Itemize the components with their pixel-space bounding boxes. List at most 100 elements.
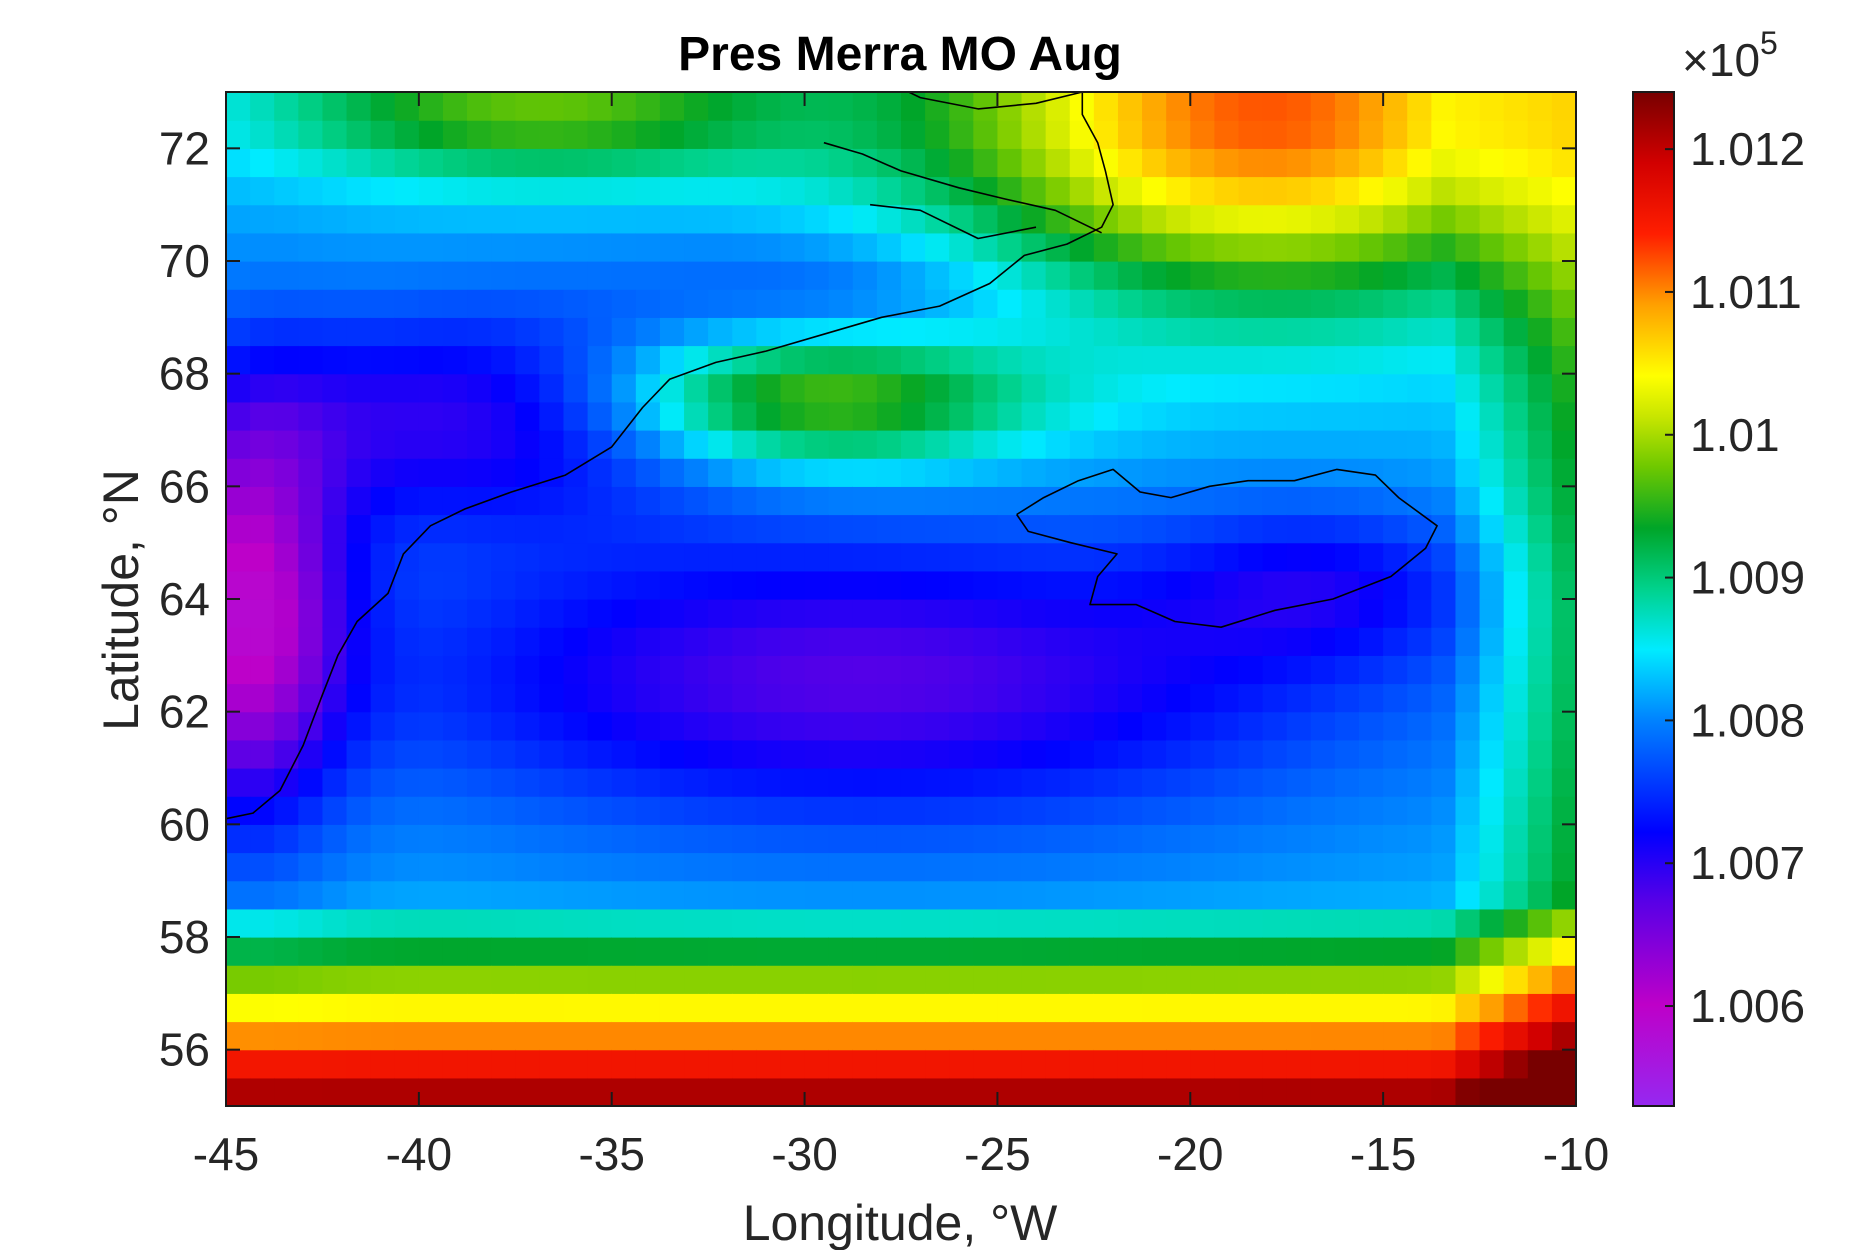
heatmap-cell bbox=[1527, 430, 1553, 459]
heatmap-cell bbox=[1431, 1021, 1457, 1051]
heatmap-cell bbox=[901, 401, 926, 431]
heatmap-cell bbox=[804, 711, 830, 741]
heatmap-cell bbox=[732, 880, 757, 910]
heatmap-cell bbox=[587, 120, 613, 149]
heatmap-cell bbox=[274, 514, 299, 544]
heatmap-cell bbox=[1503, 204, 1529, 234]
heatmap-cell bbox=[1069, 345, 1095, 375]
heatmap-cell bbox=[1093, 514, 1119, 544]
heatmap-cell bbox=[1214, 739, 1240, 769]
heatmap-cell bbox=[1431, 768, 1457, 797]
heatmap-cell bbox=[684, 880, 709, 910]
heatmap-cell bbox=[876, 1049, 902, 1079]
heatmap-cell bbox=[370, 993, 396, 1023]
heatmap-cell bbox=[1190, 514, 1215, 544]
heatmap-cell bbox=[1334, 401, 1360, 431]
heatmap-cell bbox=[1214, 796, 1240, 825]
heatmap-cell bbox=[563, 204, 589, 234]
heatmap-cell bbox=[1045, 430, 1071, 459]
heatmap-cell bbox=[901, 1021, 926, 1051]
heatmap-cell bbox=[1551, 937, 1577, 966]
heatmap-cell bbox=[298, 232, 324, 262]
heatmap-cell bbox=[780, 852, 806, 882]
heatmap-cell bbox=[1238, 739, 1264, 769]
heatmap-cell bbox=[250, 739, 275, 769]
heatmap-cell bbox=[732, 401, 757, 431]
heatmap-cell bbox=[587, 289, 613, 318]
heatmap-cell bbox=[250, 486, 275, 516]
heatmap-cell bbox=[732, 1049, 757, 1079]
heatmap-cell bbox=[780, 345, 806, 375]
heatmap-cell bbox=[250, 401, 275, 431]
heatmap-cell bbox=[949, 204, 974, 234]
heatmap-cell bbox=[1093, 176, 1119, 206]
heatmap-cell bbox=[732, 317, 757, 347]
heatmap-cell bbox=[491, 683, 516, 713]
heatmap-cell bbox=[804, 148, 830, 178]
heatmap-cell bbox=[997, 486, 1023, 516]
heatmap-cell bbox=[515, 627, 540, 656]
heatmap-cell bbox=[708, 908, 733, 938]
heatmap-cell bbox=[1021, 92, 1047, 121]
heatmap-cell bbox=[973, 1021, 999, 1051]
heatmap-cell bbox=[635, 458, 661, 487]
heatmap-cell bbox=[1359, 739, 1384, 769]
heatmap-cell bbox=[1431, 120, 1457, 149]
heatmap-cell bbox=[925, 92, 950, 121]
heatmap-cell bbox=[274, 176, 299, 206]
heatmap-cell bbox=[973, 796, 999, 825]
heatmap-cell bbox=[394, 768, 420, 797]
heatmap-cell bbox=[780, 542, 806, 572]
heatmap-cell bbox=[901, 120, 926, 149]
heatmap-cell bbox=[418, 120, 444, 149]
heatmap-cell bbox=[1431, 148, 1457, 178]
heatmap-cell bbox=[418, 514, 444, 544]
heatmap-cell bbox=[370, 401, 396, 431]
heatmap-cell bbox=[756, 1021, 782, 1051]
heatmap-cell bbox=[563, 796, 589, 825]
heatmap-cell bbox=[394, 204, 420, 234]
heatmap-cell bbox=[1431, 430, 1457, 459]
heatmap-cell bbox=[1142, 148, 1167, 178]
heatmap-cell bbox=[1190, 965, 1215, 994]
heatmap-cell bbox=[1190, 711, 1215, 741]
heatmap-cell bbox=[1527, 204, 1553, 234]
heatmap-cell bbox=[611, 768, 637, 797]
heatmap-cell bbox=[539, 289, 565, 318]
heatmap-cell bbox=[1407, 908, 1432, 938]
heatmap-cell bbox=[684, 824, 709, 854]
heatmap-cell bbox=[732, 92, 757, 121]
heatmap-cell bbox=[876, 711, 902, 741]
heatmap-cell bbox=[756, 1049, 782, 1079]
heatmap-cell bbox=[876, 92, 902, 121]
heatmap-cell bbox=[1190, 683, 1215, 713]
heatmap-cell bbox=[587, 514, 613, 544]
heatmap-cell bbox=[1069, 289, 1095, 318]
heatmap-cell bbox=[467, 965, 492, 994]
heatmap-cell bbox=[298, 373, 324, 403]
heatmap-cell bbox=[852, 120, 878, 149]
heatmap-cell bbox=[901, 261, 926, 290]
heatmap-cell bbox=[828, 880, 854, 910]
heatmap-cell bbox=[828, 627, 854, 656]
heatmap-cell bbox=[563, 430, 589, 459]
heatmap-cell bbox=[1551, 92, 1577, 121]
heatmap-cell bbox=[346, 148, 372, 178]
heatmap-cell bbox=[1551, 824, 1577, 854]
heatmap-cell bbox=[756, 458, 782, 487]
heatmap-cell bbox=[250, 232, 275, 262]
heatmap-cell bbox=[298, 683, 324, 713]
heatmap-cell bbox=[997, 739, 1023, 769]
heatmap-cell bbox=[684, 120, 709, 149]
heatmap-cell bbox=[322, 373, 348, 403]
heatmap-cell bbox=[226, 401, 251, 431]
heatmap-cell bbox=[997, 458, 1023, 487]
heatmap-cell bbox=[949, 1021, 974, 1051]
heatmap-cell bbox=[1021, 599, 1047, 628]
heatmap-cell bbox=[491, 1077, 516, 1107]
heatmap-cell bbox=[1310, 993, 1336, 1023]
heatmap-cell bbox=[467, 796, 492, 825]
heatmap-cell bbox=[250, 1049, 275, 1079]
heatmap-cell bbox=[226, 486, 251, 516]
heatmap-cell bbox=[973, 1077, 999, 1107]
